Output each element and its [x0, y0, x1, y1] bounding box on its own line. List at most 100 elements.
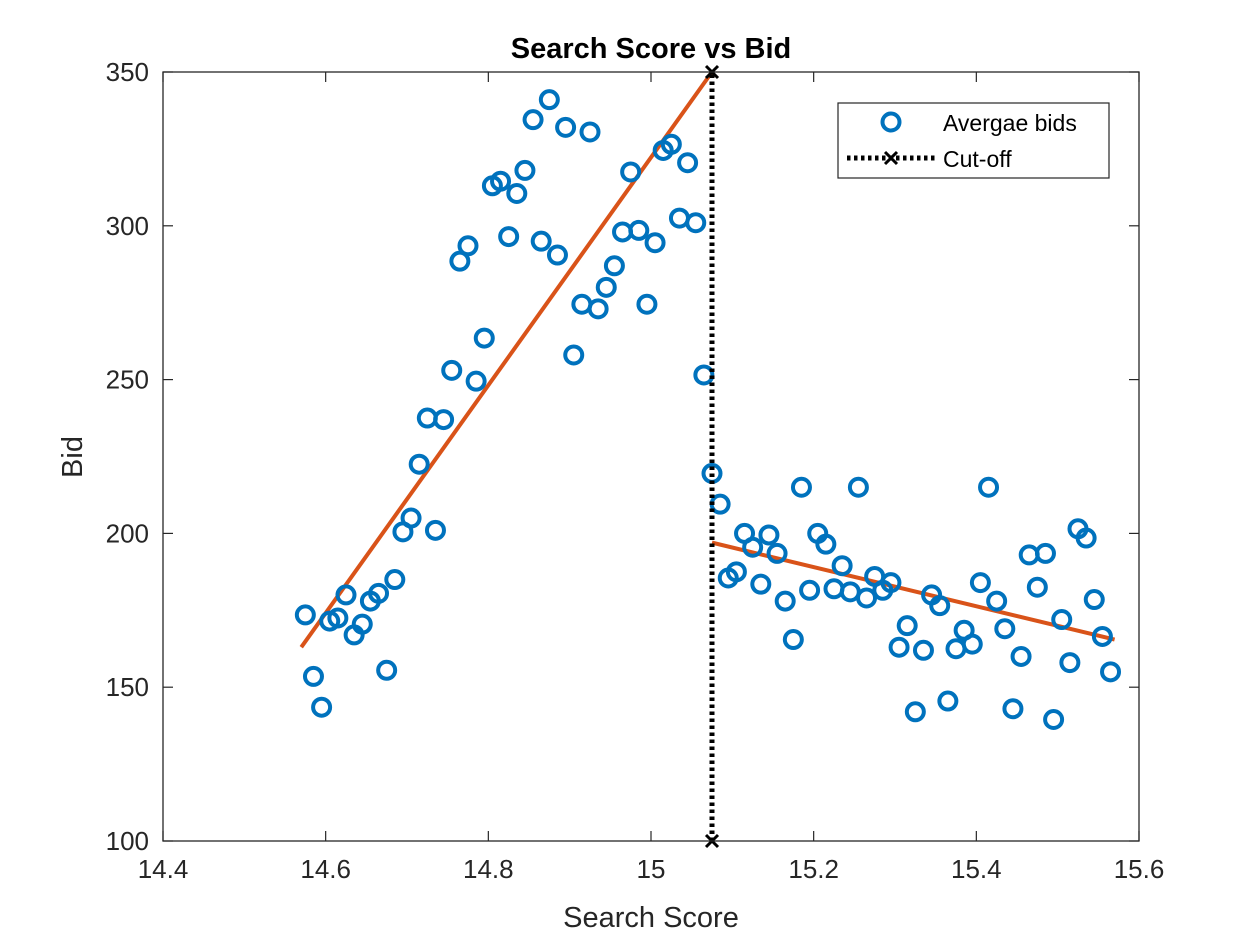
data-point	[530, 230, 552, 252]
data-point	[994, 618, 1016, 640]
data-point	[1059, 652, 1081, 674]
data-point	[1091, 625, 1113, 647]
data-point	[758, 524, 780, 546]
data-point	[449, 250, 471, 272]
plot-area	[163, 72, 1139, 841]
data-point	[1026, 576, 1048, 598]
data-point	[368, 582, 390, 604]
data-point	[538, 89, 560, 111]
data-point	[506, 183, 528, 205]
data-point	[335, 584, 357, 606]
x-tick-label: 15.4	[951, 854, 1002, 884]
data-point	[595, 276, 617, 298]
data-point	[408, 453, 430, 475]
y-tick-label: 350	[106, 57, 149, 87]
data-point	[1100, 661, 1122, 683]
data-point	[400, 507, 422, 529]
x-tick-label: 15	[637, 854, 666, 884]
x-tick-label: 15.6	[1114, 854, 1165, 884]
data-point	[685, 212, 707, 234]
data-point	[311, 696, 333, 718]
data-point	[351, 613, 373, 635]
data-point	[1075, 527, 1097, 549]
data-point	[847, 476, 869, 498]
data-point	[587, 298, 609, 320]
data-point	[628, 219, 650, 241]
data-point	[986, 590, 1008, 612]
data-point	[725, 561, 747, 583]
chart-title: Search Score vs Bid	[511, 33, 791, 65]
data-point	[465, 370, 487, 392]
y-tick-label: 200	[106, 518, 149, 548]
data-point	[750, 573, 772, 595]
data-point	[555, 116, 577, 138]
data-point	[1034, 542, 1056, 564]
data-point	[546, 244, 568, 266]
data-point	[782, 629, 804, 651]
data-points	[294, 89, 1122, 730]
data-point	[799, 579, 821, 601]
y-axis-label: Bid	[57, 436, 89, 478]
data-point	[457, 235, 479, 257]
x-tick-label: 15.2	[788, 854, 839, 884]
data-point	[896, 615, 918, 637]
data-point	[961, 633, 983, 655]
x-tick-label: 14.8	[463, 854, 514, 884]
data-point	[831, 555, 853, 577]
data-point	[815, 533, 837, 555]
data-point	[514, 159, 536, 181]
data-point	[384, 569, 406, 591]
data-point	[1083, 589, 1105, 611]
data-point	[433, 409, 455, 431]
data-point	[294, 604, 316, 626]
data-point	[1002, 698, 1024, 720]
data-point	[774, 590, 796, 612]
data-point	[563, 344, 585, 366]
data-point	[888, 636, 910, 658]
data-point	[790, 476, 812, 498]
legend-label-avergae-bids: Avergae bids	[943, 110, 1077, 136]
data-point	[636, 293, 658, 315]
x-tick-label: 14.6	[300, 854, 351, 884]
fit-right	[711, 540, 1116, 642]
data-point	[620, 161, 642, 183]
legend: Avergae bids Cut-off	[837, 102, 1110, 179]
legend-marker-cutoff	[883, 150, 899, 166]
data-point	[522, 109, 544, 131]
data-point	[766, 542, 788, 564]
data-point	[498, 226, 520, 248]
plot-frame	[162, 71, 1140, 842]
y-tick-label: 250	[106, 365, 149, 395]
y-tick-label: 300	[106, 211, 149, 241]
data-point	[677, 152, 699, 174]
data-point	[1010, 645, 1032, 667]
data-point	[424, 519, 446, 541]
data-point	[441, 359, 463, 381]
data-point	[1051, 609, 1073, 631]
data-point	[880, 572, 902, 594]
data-point	[490, 170, 512, 192]
data-point	[473, 327, 495, 349]
data-point	[969, 572, 991, 594]
data-point	[937, 690, 959, 712]
data-point	[912, 639, 934, 661]
legend-marker-avergae-bids	[880, 111, 902, 133]
x-axis-label: Search Score	[563, 902, 739, 934]
data-point	[376, 659, 398, 681]
data-point	[302, 665, 324, 687]
y-tick-label: 150	[106, 672, 149, 702]
data-point	[904, 701, 926, 723]
data-point	[856, 587, 878, 609]
y-tick-label: 100	[106, 826, 149, 856]
data-point	[603, 255, 625, 277]
data-point	[929, 595, 951, 617]
data-point	[1043, 708, 1065, 730]
data-point	[660, 133, 682, 155]
data-point	[644, 232, 666, 254]
data-point	[327, 607, 349, 629]
data-point	[978, 476, 1000, 498]
fit-left	[299, 70, 714, 649]
axis-ticks: 14.4 14.6 14.8 15 15.2 15.4 15.6 100 150 200 250 30…	[106, 57, 1165, 884]
data-point	[742, 536, 764, 558]
